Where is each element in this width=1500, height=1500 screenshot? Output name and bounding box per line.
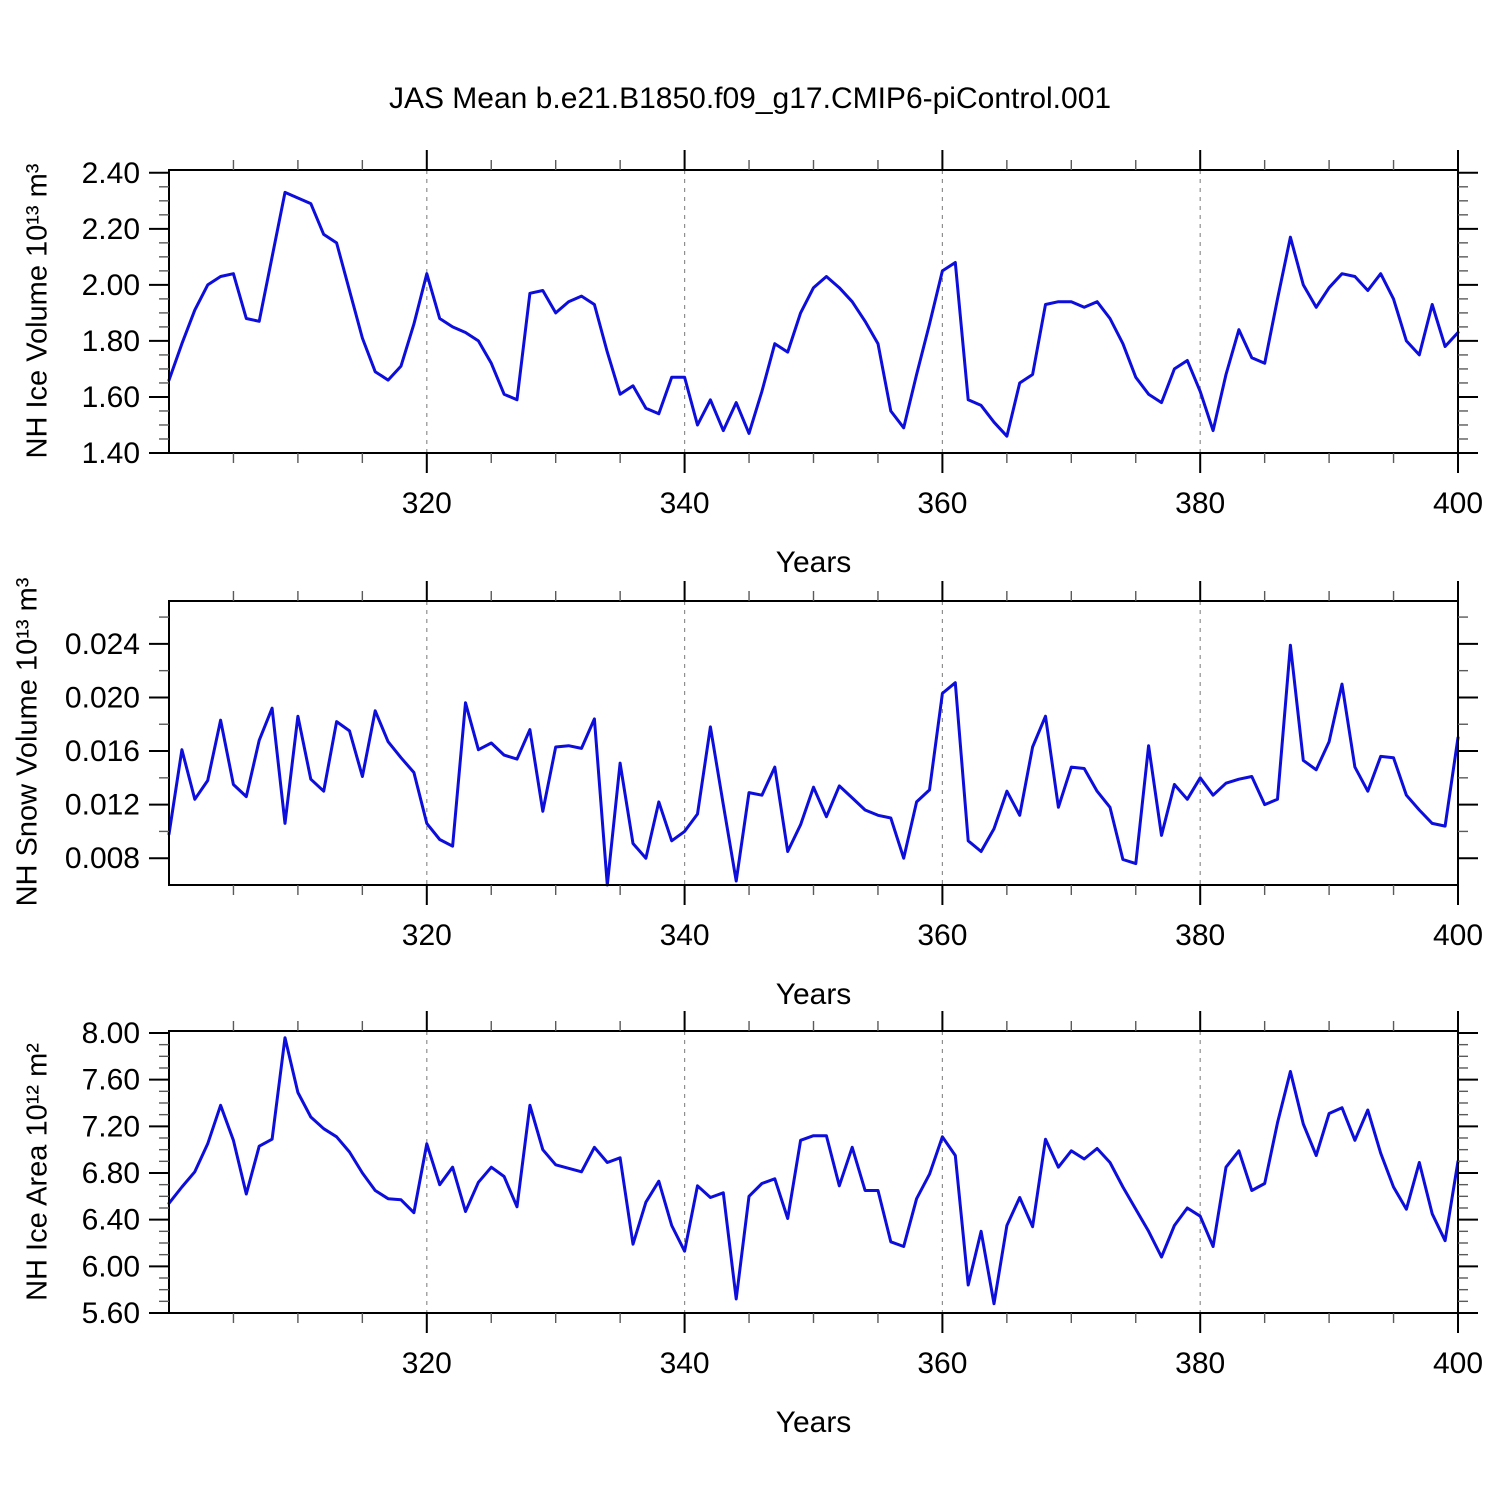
svg-text:320: 320 <box>402 487 452 520</box>
svg-text:320: 320 <box>402 919 452 952</box>
svg-text:6.40: 6.40 <box>82 1204 140 1237</box>
ice-volume-x-axis-label: Years <box>775 546 852 579</box>
svg-text:0.008: 0.008 <box>65 842 140 875</box>
major-ticks <box>149 581 1478 905</box>
svg-text:360: 360 <box>917 919 967 952</box>
gridlines <box>426 601 1201 885</box>
svg-text:400: 400 <box>1433 487 1483 520</box>
major-ticks <box>149 150 1478 473</box>
x-tick-labels: 320 340 360 380 400 <box>402 487 1483 520</box>
svg-text:0.020: 0.020 <box>65 681 140 714</box>
chart-title: JAS Mean b.e21.B1850.f09_g17.CMIP6-piCon… <box>388 82 1112 115</box>
svg-text:2.20: 2.20 <box>82 213 140 246</box>
y-tick-labels: 1.40 1.60 1.80 2.00 2.20 2.40 <box>82 157 140 470</box>
y-tick-labels: 5.60 6.00 6.40 6.80 7.20 7.60 8.00 <box>82 1017 140 1330</box>
svg-text:320: 320 <box>402 1347 452 1380</box>
svg-text:1.80: 1.80 <box>82 325 140 358</box>
svg-text:340: 340 <box>660 919 710 952</box>
svg-text:6.80: 6.80 <box>82 1157 140 1190</box>
svg-text:360: 360 <box>917 1347 967 1380</box>
svg-text:0.024: 0.024 <box>65 628 140 661</box>
svg-text:1.60: 1.60 <box>82 381 140 414</box>
svg-text:1.40: 1.40 <box>82 437 140 470</box>
svg-text:0.016: 0.016 <box>65 735 140 768</box>
svg-text:380: 380 <box>1175 487 1225 520</box>
svg-text:400: 400 <box>1433 919 1483 952</box>
minor-ticks <box>159 160 1468 463</box>
data-line <box>167 1036 1460 1306</box>
svg-text:2.00: 2.00 <box>82 269 140 302</box>
gridlines <box>426 1031 1201 1313</box>
data-line <box>167 190 1460 438</box>
major-ticks <box>149 1011 1478 1333</box>
svg-text:7.60: 7.60 <box>82 1064 140 1097</box>
svg-text:2.40: 2.40 <box>82 157 140 190</box>
svg-text:380: 380 <box>1175 919 1225 952</box>
x-tick-labels: 320 340 360 380 400 <box>402 919 1483 952</box>
gridlines <box>426 170 1201 453</box>
x-tick-labels: 320 340 360 380 400 <box>402 1347 1483 1380</box>
snow-volume-x-axis-label: Years <box>775 978 852 1011</box>
svg-text:400: 400 <box>1433 1347 1483 1380</box>
svg-text:340: 340 <box>660 487 710 520</box>
svg-text:7.20: 7.20 <box>82 1110 140 1143</box>
svg-text:8.00: 8.00 <box>82 1017 140 1050</box>
svg-text:6.00: 6.00 <box>82 1250 140 1283</box>
data-line <box>167 643 1460 887</box>
ice-area-x-axis-label: Years <box>775 1406 852 1439</box>
svg-text:340: 340 <box>660 1347 710 1380</box>
svg-text:380: 380 <box>1175 1347 1225 1380</box>
svg-text:360: 360 <box>917 487 967 520</box>
svg-text:5.60: 5.60 <box>82 1297 140 1330</box>
minor-ticks <box>159 591 1468 895</box>
y-tick-labels: 0.008 0.012 0.016 0.020 0.024 <box>65 628 140 875</box>
svg-text:0.012: 0.012 <box>65 789 140 822</box>
minor-ticks <box>159 1021 1468 1323</box>
